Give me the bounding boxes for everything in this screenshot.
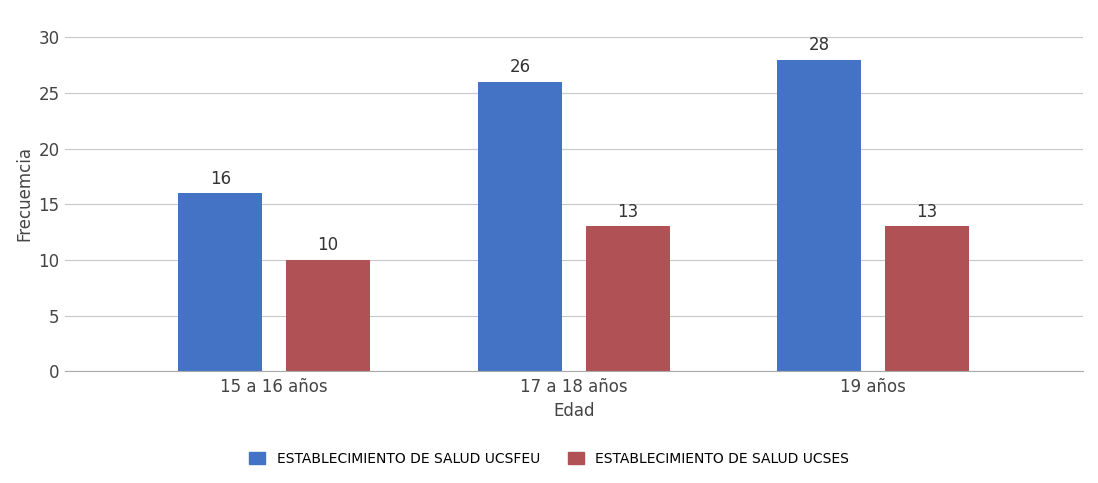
Text: 13: 13 (617, 203, 638, 221)
Text: 10: 10 (317, 236, 338, 255)
Text: 16: 16 (210, 170, 231, 187)
X-axis label: Edad: Edad (553, 402, 594, 420)
Text: 26: 26 (509, 58, 530, 76)
Bar (287, 260, 370, 371)
Bar (777, 59, 861, 371)
Bar (478, 82, 562, 371)
Legend: ESTABLECIMIENTO DE SALUD UCSFEU, ESTABLECIMIENTO DE SALUD UCSES: ESTABLECIMIENTO DE SALUD UCSFEU, ESTABLE… (244, 446, 854, 471)
Text: 13: 13 (917, 203, 938, 221)
Bar (885, 227, 970, 371)
Text: 28: 28 (809, 36, 830, 54)
Bar (178, 193, 262, 371)
Bar (585, 227, 670, 371)
Y-axis label: Frecuemcia: Frecuemcia (15, 145, 33, 241)
